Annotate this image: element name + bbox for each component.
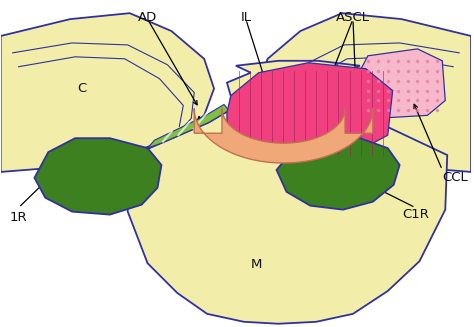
Text: IL: IL [240,11,251,24]
Polygon shape [227,63,392,158]
Text: ASCL: ASCL [336,11,370,24]
Text: M: M [251,258,263,271]
Polygon shape [356,49,445,118]
Text: CCL: CCL [442,171,468,184]
Polygon shape [258,13,471,172]
Text: AD: AD [138,11,157,24]
Text: 1R: 1R [10,211,27,224]
Text: C: C [77,82,87,95]
Polygon shape [126,61,447,324]
Polygon shape [276,138,400,210]
Polygon shape [194,109,373,163]
Polygon shape [147,104,229,148]
Text: C1R: C1R [402,208,429,221]
Polygon shape [0,13,214,172]
Polygon shape [35,138,162,215]
